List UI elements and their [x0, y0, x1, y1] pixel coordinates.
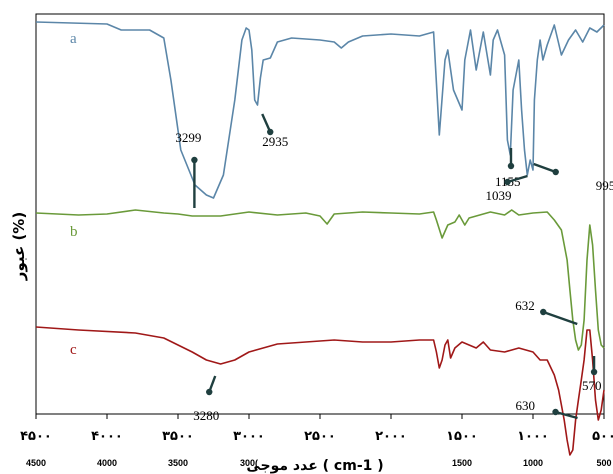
series-line-c	[35, 326, 605, 456]
x-tick-label-fa: ۱۵۰۰	[446, 429, 478, 444]
x-tick-label-en: 300(	[240, 458, 258, 468]
x-tick-label-en: 1000	[523, 458, 543, 468]
annotation-arrow	[542, 310, 578, 326]
annotation-dot	[206, 388, 213, 396]
annotation-dot	[191, 156, 198, 164]
annotation-arrow	[261, 113, 272, 133]
x-tick-label-fa: ۵۰۰	[592, 429, 613, 444]
x-tick-label-en: 3500	[168, 458, 188, 468]
plot-frame	[35, 13, 605, 415]
x-tick-label-fa: ۳۰۰۰	[233, 429, 265, 444]
annotation-dot	[552, 408, 559, 416]
annotation-arrow	[533, 162, 557, 174]
annotation-dot	[540, 308, 547, 316]
annotation-dot	[507, 162, 515, 170]
annotation-dot	[590, 368, 598, 376]
annotation-dot	[267, 128, 274, 136]
x-tick-label-fa: ۳۵۰۰	[162, 429, 194, 444]
annotation-label: 570	[582, 378, 602, 393]
series-line-a	[35, 21, 605, 199]
x-axis-label: عدد موجی ( cm-1 )	[246, 458, 383, 474]
x-tick-label-en: 4000	[97, 458, 117, 468]
annotation-label: 632	[515, 298, 535, 313]
annotation-label: 630	[516, 398, 536, 413]
annotation-label: 1039	[485, 188, 511, 203]
x-tick-label-fa: ۲۰۰۰	[375, 429, 407, 444]
y-axis-label: عبور (%)	[10, 212, 28, 281]
annotation-label: 3280	[193, 408, 219, 423]
annotation-arrow	[507, 174, 528, 184]
x-tick-label-en: 500	[596, 458, 611, 468]
x-tick-label-fa: ۴۵۰۰	[20, 429, 52, 444]
series-label-c: c	[70, 342, 77, 358]
x-tick-label-en: 4500	[26, 458, 46, 468]
annotation-label: 2935	[262, 134, 288, 149]
series-label-b: b	[70, 224, 78, 240]
annotation-label: 995	[596, 178, 613, 193]
annotation-dot	[552, 168, 559, 176]
series-line-b	[35, 209, 605, 351]
annotation-dot	[504, 178, 511, 186]
annotation-arrow	[555, 410, 578, 420]
series-label-a: a	[70, 31, 77, 47]
x-tick-label-fa: ۲۵۰۰	[304, 429, 336, 444]
annotation-label: 3299	[175, 130, 201, 145]
x-tick-label-fa: ۱۰۰۰	[517, 429, 549, 444]
x-tick-label-en: 1500	[452, 458, 472, 468]
x-tick-label-fa: ۴۰۰۰	[91, 429, 123, 444]
